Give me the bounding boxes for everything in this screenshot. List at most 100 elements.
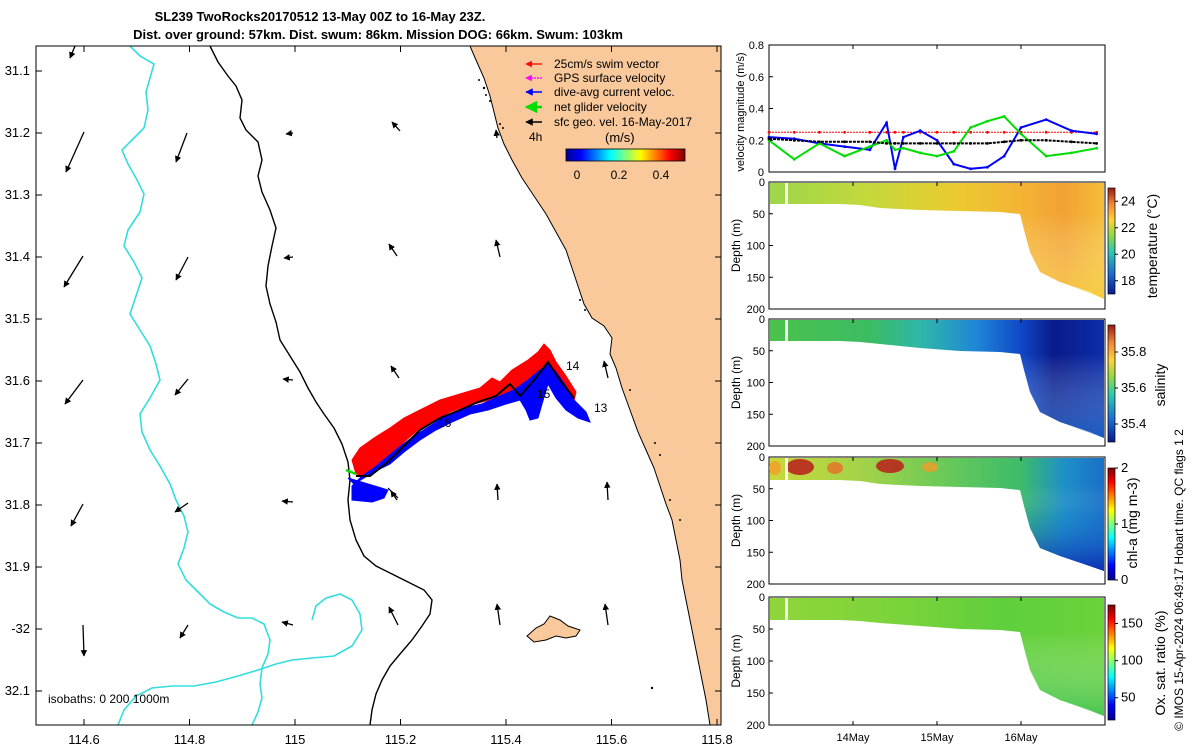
velocity-point xyxy=(893,130,897,134)
depth-tick-label: 100 xyxy=(747,378,765,390)
velocity-point xyxy=(792,157,796,161)
velocity-series-line xyxy=(768,118,1097,170)
velocity-point xyxy=(767,137,771,141)
geo-vector xyxy=(69,46,76,59)
timestep-label: 4h xyxy=(529,130,542,144)
depth-axis-label: Depth (m) xyxy=(729,494,743,547)
velocity-point xyxy=(1044,138,1048,142)
depth-axis-label: Depth (m) xyxy=(729,634,743,687)
lat-tick-label: 31.4 xyxy=(5,249,30,264)
geo-vector xyxy=(602,360,609,379)
velocity-point xyxy=(868,130,872,134)
lon-tick-label: 114.8 xyxy=(174,732,206,747)
velocity-point xyxy=(902,142,905,145)
map-lat-axis: 31.1 31.2 31.3 31.4 31.5 31.6 31.7 31.8 31.9 -32 3… xyxy=(5,63,721,698)
velocity-point xyxy=(1095,132,1098,136)
map-legend: 25cm/s swim vector GPS surface velocity … xyxy=(524,57,692,182)
colorbar-tick-label: 18 xyxy=(1121,273,1135,288)
figure-title-line2: Dist. over ground: 57km. Dist. swum: 86k… xyxy=(133,27,623,42)
chla-colorbar-label: chl-a (mg m-3) xyxy=(1124,477,1140,568)
velocity-point xyxy=(969,130,972,134)
velocity-point xyxy=(969,142,972,145)
legend-label-swim: 25cm/s swim vector xyxy=(554,57,659,71)
geostrophic-vectors xyxy=(63,46,611,657)
temperature-colorbar xyxy=(1107,187,1116,295)
velocity-point xyxy=(918,151,922,155)
net-glider-velocity xyxy=(345,468,357,476)
coast-rocks xyxy=(478,79,681,690)
geo-vector xyxy=(388,606,399,626)
temperature-section xyxy=(770,183,1104,299)
lat-tick-label: 31.3 xyxy=(5,187,30,202)
velocity-ytick-label: 0 xyxy=(758,167,764,179)
chla-gap xyxy=(785,458,788,480)
depth-tick-label: 0 xyxy=(759,592,765,604)
depth-tick-label: 50 xyxy=(753,209,765,221)
depth-tick-label: 150 xyxy=(747,688,765,700)
speed-colorbar xyxy=(565,148,686,162)
salinity-colorbar xyxy=(1107,324,1116,443)
colorbar-tick-label: 0 xyxy=(1121,572,1128,587)
lon-tick-label: 115.2 xyxy=(385,732,417,747)
velocity-point xyxy=(1095,146,1098,150)
depth-tick-label: 50 xyxy=(753,346,765,358)
colorbar-ticks: 18 20 22 24 35.4 35.6 35.8 0 1 2 50 100 150 xyxy=(1115,193,1146,705)
velocity-point xyxy=(843,154,846,158)
velocity-axes-frame xyxy=(768,44,1106,173)
geo-vector xyxy=(80,624,88,657)
geo-vector xyxy=(175,256,189,281)
current-vectors xyxy=(347,363,591,503)
legend-label-net: net glider velocity xyxy=(554,100,647,114)
velocity-point xyxy=(986,165,989,169)
isobath-1000 xyxy=(117,46,363,725)
isobath-200 xyxy=(209,46,433,725)
velocity-y-axis: 0 0.2 0.4 0.6 0.8 xyxy=(749,40,773,179)
figure-title-line1: SL239 TwoRocks20170512 13-May 00Z to 16-… xyxy=(155,9,486,24)
velocity-point xyxy=(818,140,821,144)
geo-vector xyxy=(281,498,294,505)
colorbar-tick-label: 1 xyxy=(1121,516,1128,531)
velocity-point xyxy=(952,162,956,166)
velocity-point xyxy=(792,130,796,134)
velocity-point xyxy=(818,130,821,134)
velocity-point xyxy=(1044,154,1048,158)
velocity-point xyxy=(1019,126,1023,129)
velocity-point xyxy=(893,142,897,145)
glider-track xyxy=(356,360,575,477)
chla-deep-shading xyxy=(1020,486,1104,571)
velocity-point xyxy=(868,145,872,149)
depth-axes: 0 50 100 150 200 Depth (m) 0 50 100 150 200 Depth (… xyxy=(729,177,773,732)
depth-tick-label: 0 xyxy=(759,452,765,464)
temperature-gap xyxy=(785,183,788,204)
velocity-point xyxy=(767,130,771,134)
time-tick-label: 15May xyxy=(920,732,954,744)
geo-vector xyxy=(390,365,400,379)
velocity-ytick-label: 0.4 xyxy=(749,104,764,116)
geo-vector xyxy=(602,603,610,626)
chla-panel: chl-a (mg m-3) xyxy=(768,456,1140,585)
velocity-point xyxy=(843,145,846,149)
depth-tick-label: 150 xyxy=(747,409,765,421)
colorbar-tick-label: 35.4 xyxy=(1121,416,1146,431)
map-panel: 14 15 16 13 25cm/s swim vector GPS surfa… xyxy=(5,45,733,747)
velocity-ylabel: velocity magnitude (m/s) xyxy=(735,52,747,171)
lat-tick-label: -32 xyxy=(11,621,30,636)
velocity-series-line xyxy=(768,115,1097,161)
velocity-point xyxy=(986,130,989,134)
depth-tick-label: 150 xyxy=(747,272,765,284)
depth-tick-label: 0 xyxy=(759,177,765,189)
oxygen-colorbar-label: Ox. sat. ratio (%) xyxy=(1152,610,1168,715)
lon-tick-label: 115 xyxy=(285,732,306,747)
depth-axis-label: Depth (m) xyxy=(729,219,743,272)
colorbar-tick-label: 22 xyxy=(1121,220,1135,235)
map-axes-frame xyxy=(35,45,722,726)
velocity-point xyxy=(952,150,956,153)
depth-tick-label: 50 xyxy=(753,624,765,636)
temperature-panel: temperature (°C) xyxy=(768,181,1160,310)
geo-vector xyxy=(388,243,398,257)
speed-colorbar-tick-02: 0.2 xyxy=(611,168,628,182)
colorbar-tick-label: 2 xyxy=(1121,460,1128,475)
velocity-point xyxy=(935,154,939,158)
depth-tick-label: 100 xyxy=(747,516,765,528)
